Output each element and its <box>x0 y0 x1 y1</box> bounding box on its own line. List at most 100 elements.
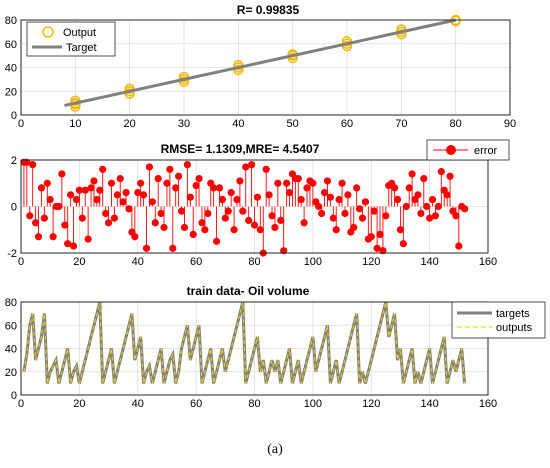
y-tick-label: 2 <box>11 155 17 167</box>
error-point <box>355 205 364 213</box>
x-tick-label: 120 <box>362 256 380 268</box>
error-point <box>405 184 413 192</box>
x-tick-label: 40 <box>132 398 144 410</box>
error-point <box>81 186 89 194</box>
error-point <box>177 207 186 215</box>
target-line <box>64 18 457 107</box>
x-tick-label: 60 <box>341 118 353 130</box>
x-tick-label: 140 <box>420 256 438 268</box>
error-point <box>262 165 270 173</box>
error-point <box>326 193 334 201</box>
error-point <box>78 214 86 222</box>
error-point <box>175 172 183 180</box>
error-point <box>379 247 387 255</box>
error-point <box>274 179 282 187</box>
y-tick-label: -2 <box>7 248 17 260</box>
error-point <box>198 219 206 227</box>
error-point <box>145 163 154 171</box>
error-point <box>452 212 460 220</box>
x-tick-label: 120 <box>362 398 380 410</box>
x-tick-label: 20 <box>124 118 136 130</box>
error-point <box>210 184 218 192</box>
panel-1-axes-frame <box>20 19 511 116</box>
panel-3: train data- Oil volume 0 20 40 60 80 100 120 14… <box>5 284 546 410</box>
x-tick-label: 40 <box>232 118 244 130</box>
error-point <box>55 202 63 211</box>
x-tick-label: 0 <box>18 256 24 268</box>
error-point <box>367 233 375 241</box>
error-point <box>75 186 83 194</box>
panel-1-ticks: 0 10 20 30 40 50 60 70 80 90 0 20 40 60 80 <box>5 15 516 130</box>
error-point <box>102 209 110 218</box>
panel-2-legend: error <box>426 139 510 161</box>
error-point <box>335 195 343 204</box>
panel-2-series <box>20 158 469 257</box>
panel-3-legend: targets outputs <box>451 301 546 339</box>
error-point <box>227 188 235 197</box>
error-point <box>414 191 422 199</box>
error-point <box>423 202 431 211</box>
y-tick-label: 0 <box>11 390 17 402</box>
error-point <box>34 233 43 241</box>
error-point <box>393 195 402 204</box>
error-point <box>329 214 337 222</box>
error-point <box>122 188 130 197</box>
panel-3-ticks: 0 20 40 60 80 100 120 140 160 0 20 40 60 80 <box>5 297 497 410</box>
error-point <box>297 195 305 204</box>
error-point <box>461 205 469 213</box>
y-tick-label: 40 <box>5 344 17 356</box>
error-point <box>201 226 209 234</box>
error-point <box>455 242 463 250</box>
error-point <box>26 212 34 220</box>
error-point <box>236 177 244 185</box>
error-point <box>233 195 241 204</box>
x-tick-label: 70 <box>395 118 407 130</box>
legend-target-label: Target <box>66 42 97 54</box>
y-tick-label: 60 <box>5 320 17 332</box>
legend-outputs-label: outputs <box>496 322 533 334</box>
error-point <box>40 214 48 222</box>
error-point <box>396 226 405 234</box>
panel-1-legend-box <box>26 21 116 57</box>
error-point <box>382 212 390 220</box>
error-point <box>283 179 291 187</box>
panel-1-series <box>64 14 461 112</box>
error-point <box>107 179 116 187</box>
error-point <box>318 209 326 218</box>
x-tick-label: 10 <box>69 118 81 130</box>
error-point <box>373 244 381 252</box>
error-point <box>119 198 127 206</box>
panel-1-title: R= 0.99835 <box>237 3 300 17</box>
error-point <box>23 158 31 166</box>
legend-error-label: error <box>474 145 498 157</box>
error-point <box>72 195 81 204</box>
error-point <box>189 230 197 238</box>
error-point <box>230 226 238 234</box>
error-point <box>169 244 177 252</box>
x-tick-label: 100 <box>304 398 322 410</box>
x-tick-label: 60 <box>190 398 202 410</box>
x-tick-label: 0 <box>18 398 24 410</box>
error-point <box>160 223 168 232</box>
x-tick-label: 20 <box>73 256 85 268</box>
error-point <box>309 179 317 187</box>
x-tick-label: 140 <box>420 398 438 410</box>
error-point <box>131 233 139 241</box>
error-point <box>247 161 256 169</box>
error-point <box>285 188 294 197</box>
error-point <box>134 188 142 197</box>
error-point <box>166 165 174 173</box>
error-point <box>417 209 425 218</box>
error-point <box>303 184 311 192</box>
error-point <box>402 202 410 211</box>
y-tick-label: 40 <box>5 63 17 75</box>
error-point <box>46 195 54 204</box>
error-point <box>350 223 358 232</box>
error-point <box>139 191 148 199</box>
error-point <box>434 202 442 211</box>
error-point <box>180 223 189 232</box>
x-tick-label: 30 <box>178 118 190 130</box>
y-tick-label: 20 <box>5 86 17 98</box>
error-point <box>69 242 78 250</box>
